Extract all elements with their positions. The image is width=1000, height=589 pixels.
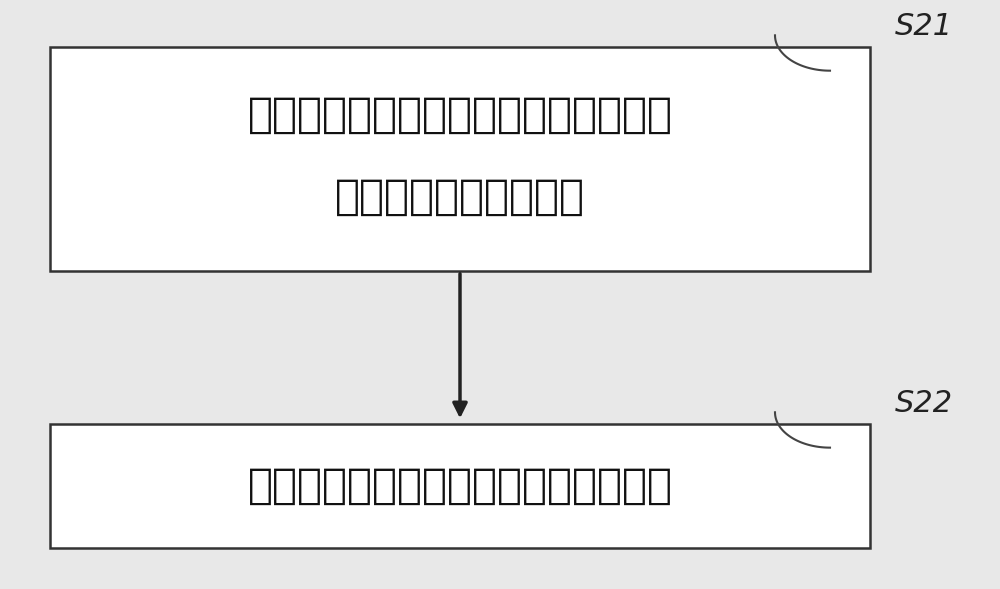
- Text: S21: S21: [895, 12, 953, 41]
- Text: S22: S22: [895, 389, 953, 418]
- FancyBboxPatch shape: [50, 47, 870, 271]
- FancyBboxPatch shape: [50, 424, 870, 548]
- Text: 断开，并进行电压采集: 断开，并进行电压采集: [335, 176, 585, 219]
- Text: 根据采集的电压识别均衡回路是否失效: 根据采集的电压识别均衡回路是否失效: [247, 465, 672, 507]
- Text: 采集控制电路控制各均衡回路的导通或: 采集控制电路控制各均衡回路的导通或: [247, 94, 672, 136]
